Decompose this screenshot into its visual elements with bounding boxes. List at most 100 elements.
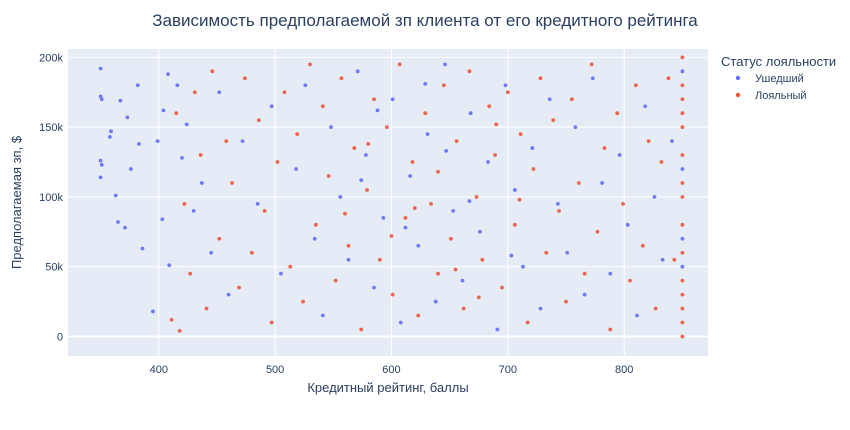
loyal-point bbox=[416, 313, 421, 318]
churned-point bbox=[184, 122, 189, 127]
loyal-point bbox=[333, 278, 338, 283]
churned-point bbox=[670, 139, 674, 144]
churned-point bbox=[161, 108, 166, 113]
loyal-point bbox=[589, 62, 594, 67]
loyal-point bbox=[633, 83, 638, 88]
churned-point bbox=[99, 162, 104, 167]
churned-point bbox=[160, 217, 165, 222]
churned-point bbox=[443, 62, 447, 67]
loyal-point bbox=[377, 257, 382, 262]
churned-point bbox=[135, 83, 140, 88]
loyal-point bbox=[615, 111, 620, 116]
loyal-point bbox=[672, 257, 677, 262]
churned-point bbox=[109, 129, 113, 134]
churned-point bbox=[151, 309, 155, 314]
churned-point bbox=[99, 97, 104, 102]
loyal-point bbox=[256, 118, 261, 123]
churned-point bbox=[444, 148, 449, 153]
loyal-point bbox=[366, 141, 371, 146]
loyal-point bbox=[448, 236, 453, 241]
y-tick-label: 200k bbox=[39, 52, 63, 64]
churned-point bbox=[503, 83, 508, 88]
loyal-point bbox=[680, 306, 685, 311]
churned-point bbox=[416, 243, 421, 248]
churned-point bbox=[166, 72, 170, 77]
churned-point bbox=[680, 69, 685, 74]
loyal-point bbox=[230, 181, 234, 185]
loyal-point bbox=[525, 320, 530, 325]
loyal-point bbox=[269, 320, 274, 325]
loyal-point bbox=[177, 328, 182, 333]
data-points bbox=[98, 55, 685, 339]
churned-point bbox=[495, 327, 500, 332]
churned-point bbox=[107, 135, 112, 139]
loyal-point bbox=[365, 188, 369, 192]
loyal-point bbox=[198, 153, 203, 157]
loyal-point bbox=[505, 90, 510, 95]
churned-point bbox=[390, 97, 395, 102]
loyal-point bbox=[453, 267, 458, 272]
churned-point bbox=[590, 76, 595, 81]
loyal-point bbox=[249, 250, 254, 255]
churned-point bbox=[359, 178, 364, 183]
churned-point bbox=[547, 97, 552, 102]
churned-point bbox=[573, 125, 578, 130]
loyal-point bbox=[476, 295, 481, 300]
legend[interactable]: Статус лояльности Ушедший Лояльный bbox=[721, 54, 836, 102]
loyal-point bbox=[224, 139, 229, 144]
loyal-point bbox=[210, 69, 215, 74]
loyal-point bbox=[282, 90, 287, 95]
churned-point bbox=[312, 236, 317, 241]
legend-item-churned[interactable]: Ушедший bbox=[735, 73, 804, 85]
loyal-point bbox=[429, 201, 433, 206]
loyal-point bbox=[352, 146, 357, 150]
loyal-point bbox=[680, 55, 685, 60]
churned-point bbox=[521, 264, 525, 269]
y-tick-label: 100k bbox=[39, 192, 63, 204]
loyal-point bbox=[441, 83, 446, 88]
loyal-point bbox=[436, 271, 440, 276]
loyal-point bbox=[538, 76, 543, 81]
loyal-point bbox=[237, 285, 241, 290]
loyal-point bbox=[295, 132, 300, 137]
churned-point bbox=[320, 313, 325, 318]
churned-point bbox=[660, 257, 665, 262]
loyal-point bbox=[512, 222, 517, 227]
churned-point bbox=[255, 201, 260, 206]
y-tick-label: 50k bbox=[45, 262, 63, 274]
churned-point bbox=[113, 193, 118, 198]
y-axis-ticks: 0 50k 100k 150k 200k bbox=[39, 52, 63, 343]
x-axis-ticks: 400 500 600 700 800 bbox=[150, 364, 634, 376]
churned-point bbox=[346, 257, 351, 262]
churned-point bbox=[279, 271, 283, 276]
churned-point bbox=[363, 153, 368, 157]
loyal-point bbox=[640, 243, 645, 248]
churned-point bbox=[398, 320, 403, 325]
loyal-point bbox=[680, 153, 685, 157]
loyal-point bbox=[608, 327, 613, 332]
churned-point bbox=[617, 153, 622, 157]
loyal-point bbox=[182, 201, 187, 206]
churned-point bbox=[167, 263, 172, 268]
churned-point bbox=[355, 69, 360, 74]
churned-point bbox=[467, 199, 472, 204]
loyal-point bbox=[680, 83, 685, 88]
loyal-point bbox=[680, 97, 685, 102]
churned-point bbox=[408, 174, 413, 178]
loyal-point bbox=[467, 69, 472, 74]
churned-point bbox=[538, 306, 543, 311]
loyal-point bbox=[390, 292, 395, 297]
churned-point bbox=[512, 188, 517, 192]
churned-point bbox=[600, 181, 605, 185]
churned-point bbox=[652, 195, 657, 199]
loyal-point bbox=[551, 118, 556, 123]
legend-marker-churned bbox=[735, 75, 741, 81]
churned-point bbox=[98, 66, 103, 71]
churned-point bbox=[635, 313, 639, 318]
churned-point bbox=[433, 299, 438, 304]
legend-item-loyal[interactable]: Лояльный bbox=[735, 90, 807, 102]
loyal-point bbox=[653, 306, 658, 311]
churned-point bbox=[486, 160, 490, 164]
